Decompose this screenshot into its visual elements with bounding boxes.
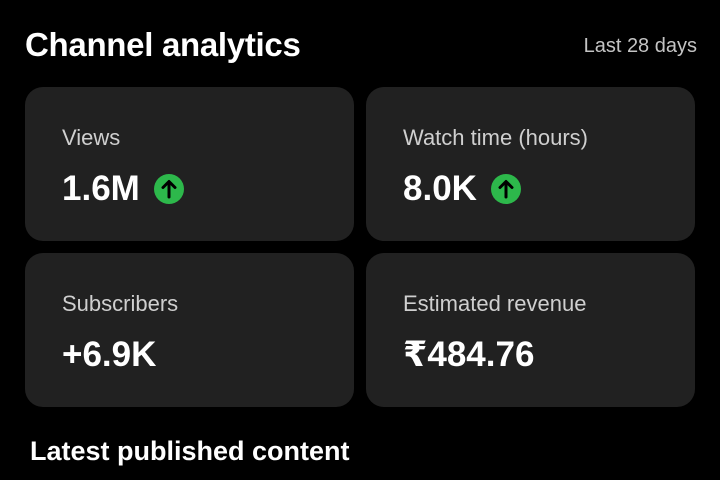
metric-card[interactable]: Subscribers +6.9K [25,253,354,407]
metric-label: Subscribers [62,291,179,316]
metric-value: ₹484.76 [403,335,535,374]
value-row: 8.0K [403,169,521,209]
metric-label: Estimated revenue [403,291,587,316]
metric-value: +6.9K [62,335,157,374]
metric-label: Views [62,125,121,150]
metric-label: Watch time (hours) [403,125,589,150]
metric-card[interactable]: Watch time (hours) 8.0K [366,87,695,241]
value-row: 1.6M [62,169,184,209]
value-row: +6.9K [62,335,156,375]
metric-value: 8.0K [403,169,477,208]
trend-up-icon [153,174,184,204]
value-row: ₹484.76 [403,335,534,375]
period-selector[interactable]: Last 28 days [583,35,697,57]
metric-card[interactable]: Estimated revenue ₹484.76 [366,253,695,407]
metric-card[interactable]: Views 1.6M [25,87,354,241]
page-title: Channel analytics [25,26,301,63]
section-title: Latest published content [30,436,350,466]
trend-up-icon [490,174,521,204]
metric-value: 1.6M [62,169,140,208]
